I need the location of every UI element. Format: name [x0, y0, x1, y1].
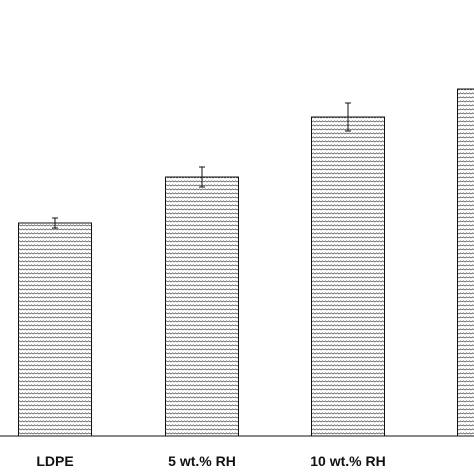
- x-tick-label-2: 10 wt.% RH: [310, 453, 385, 469]
- error-bar-1: [199, 166, 205, 188]
- bar-1: [165, 176, 239, 437]
- x-tick-label-0: LDPE: [36, 453, 73, 469]
- x-tick-label-1: 5 wt.% RH: [168, 453, 236, 469]
- bar-0: [18, 222, 92, 437]
- error-bar-0: [52, 217, 58, 229]
- error-bars-layer: [52, 102, 351, 229]
- bar-3: [457, 88, 474, 437]
- bars-layer: [18, 88, 474, 437]
- error-bar-2: [345, 102, 351, 132]
- bar-2: [311, 116, 385, 437]
